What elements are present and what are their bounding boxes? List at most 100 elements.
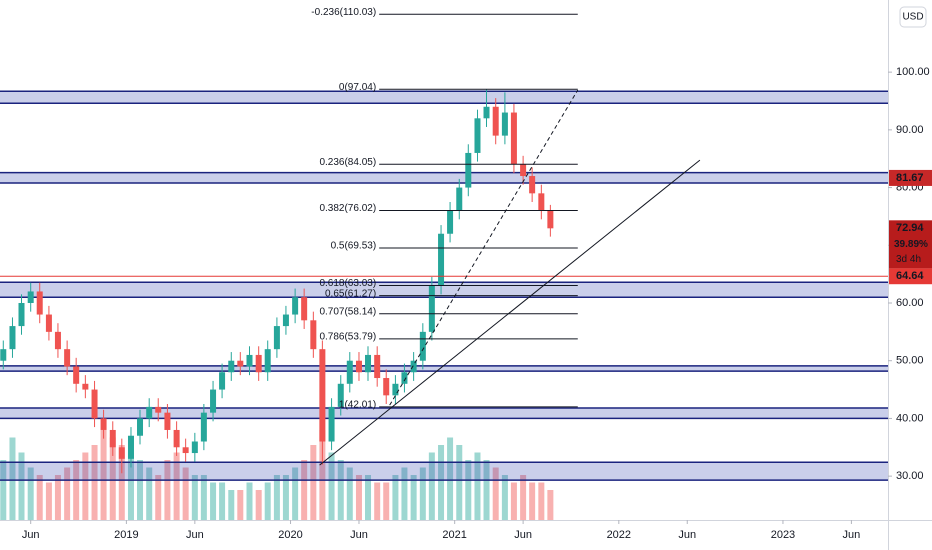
candle-body [219, 372, 226, 390]
volume-bar [401, 467, 408, 520]
volume-bar [64, 467, 71, 520]
candle-body [401, 372, 408, 384]
x-tick-label: 2019 [114, 529, 138, 541]
candle-body [301, 297, 308, 321]
volume-bar [100, 430, 107, 520]
candle-body [91, 389, 98, 419]
zone [0, 365, 888, 372]
volume-bar [137, 460, 144, 520]
candle-body [355, 360, 362, 373]
volume-bar [392, 475, 399, 520]
fib-label: 0.786(53.79) [319, 331, 376, 342]
candle-body [45, 314, 52, 332]
zone [0, 462, 888, 481]
volume-bar [164, 460, 171, 520]
volume-bar [191, 475, 198, 520]
last-price: 72.94 [896, 222, 924, 234]
fib-label: 0.382(76.02) [319, 203, 376, 214]
candle-body [237, 360, 244, 367]
x-tick-label: Jun [514, 529, 532, 541]
volume-bar [428, 452, 435, 520]
volume-bar [374, 482, 381, 520]
candle-body [520, 164, 527, 177]
volume-bar [0, 460, 7, 520]
volume-bar [219, 482, 226, 520]
candle-body [447, 210, 454, 234]
candle-body [337, 383, 344, 407]
volume-bar [146, 467, 153, 520]
candle-body [173, 429, 180, 448]
fib-label: 0(97.04) [339, 82, 376, 93]
fib-label: 0.236(84.05) [319, 157, 376, 168]
volume-bar [365, 475, 372, 520]
volume-bar [27, 467, 34, 520]
candle-body [310, 320, 317, 350]
marker-price: 81.67 [896, 172, 924, 184]
candle-body [255, 354, 262, 373]
volume-bar [337, 460, 344, 520]
candle-body [282, 314, 289, 327]
candle-body [137, 418, 144, 436]
volume-bar [127, 452, 134, 520]
volume-bar [410, 475, 417, 520]
volume-bar [346, 467, 353, 520]
volume-bar [264, 482, 271, 520]
x-tick-label: Jun [22, 529, 40, 541]
volume-bar [210, 482, 217, 520]
volume-bar [456, 445, 463, 520]
volume-bar [529, 482, 536, 520]
currency-badge[interactable] [899, 6, 927, 28]
candle-body [200, 412, 207, 442]
y-tick-label: 40.00 [896, 412, 924, 424]
marker-price-box [889, 169, 932, 186]
zone [0, 91, 888, 104]
volume-bar [492, 467, 499, 520]
volume-bar [538, 482, 545, 520]
candle-body [410, 360, 417, 373]
y-tick-label: 60.00 [896, 297, 924, 309]
volume-bar [510, 482, 517, 520]
candle-body [392, 383, 399, 396]
volume-bar [237, 490, 244, 520]
volume-bar [419, 467, 426, 520]
currency[interactable]: USD [902, 12, 923, 23]
volume-bar [438, 445, 445, 520]
candle-body [319, 349, 326, 442]
candle-body [328, 406, 335, 442]
countdown: 3d 4h [896, 254, 921, 265]
candle-body [0, 349, 7, 361]
volume-bar [383, 482, 390, 520]
fib-label: 0.5(69.53) [331, 241, 377, 252]
y-tick-label: 50.00 [896, 355, 924, 367]
x-tick-label: 2020 [278, 529, 302, 541]
candle-body [547, 210, 554, 229]
volume-bar [310, 445, 317, 520]
candle-body [146, 406, 153, 419]
fib-label: 1(42.01) [339, 399, 376, 410]
volume-bar [36, 475, 43, 520]
volume-bar [520, 475, 527, 520]
candle-body [428, 285, 435, 332]
volume-bar [319, 430, 326, 520]
volume-bar [200, 475, 207, 520]
x-tick-label: 2023 [771, 529, 795, 541]
volume-bar [255, 490, 262, 520]
candle-body [374, 354, 381, 379]
candle-body [273, 326, 280, 350]
volume-bar [501, 475, 508, 520]
volume-bar [355, 475, 362, 520]
candle-body [383, 378, 390, 396]
candle-body [529, 176, 536, 194]
volume-bar [282, 475, 289, 520]
candle-body [510, 112, 517, 165]
candle-body [365, 354, 372, 373]
volume-bar [173, 452, 180, 520]
candle-body [18, 302, 25, 327]
candle-body [54, 331, 61, 350]
candle-body [164, 412, 171, 430]
x-tick-label: Jun [678, 529, 696, 541]
alert-price-box [889, 268, 932, 285]
candle-body [264, 349, 271, 373]
candle-body [438, 233, 445, 286]
fib-label: -0.236(110.03) [311, 7, 376, 18]
